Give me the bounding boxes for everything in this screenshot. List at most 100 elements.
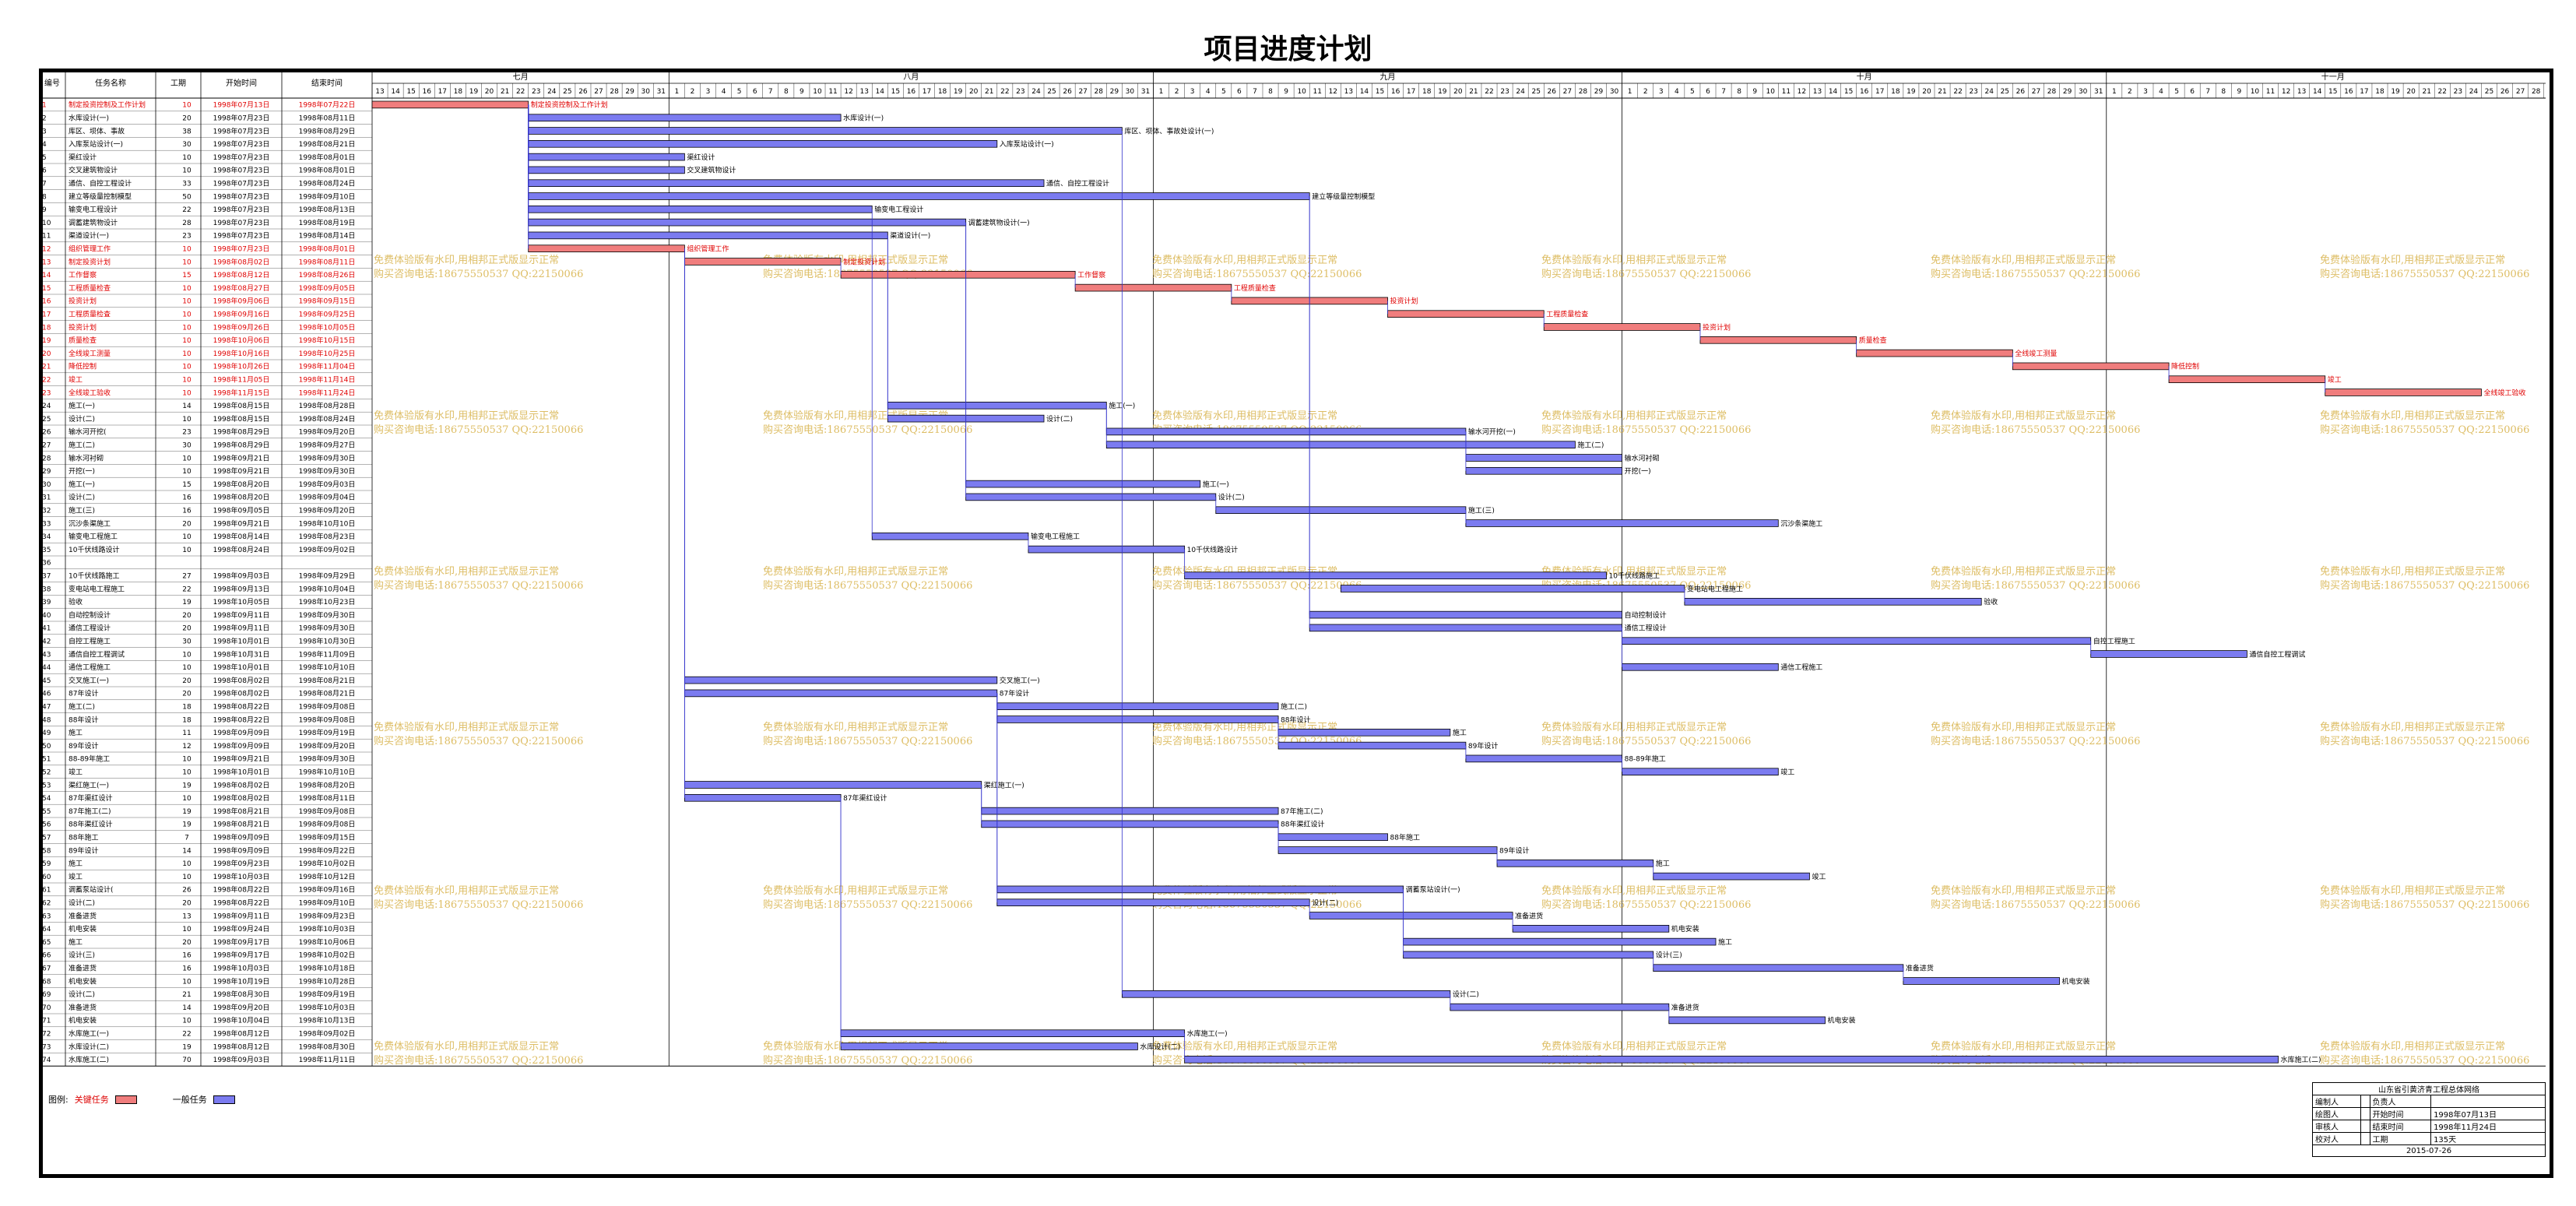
day-label: 7 (2205, 88, 2210, 96)
task-name: 工程质量检查 (69, 283, 111, 293)
task-start: 1998年09月23日 (213, 859, 270, 868)
task-name: 10千伏线路设计 (69, 545, 119, 554)
task-id: 18 (42, 324, 51, 332)
task-id: 43 (42, 651, 51, 659)
bar-label: 施工(三) (1468, 506, 1495, 515)
task-duration: 7 (185, 835, 189, 842)
day-label: 30 (641, 88, 650, 96)
task-finish: 1998年09月30日 (299, 453, 356, 462)
day-label: 8 (784, 88, 789, 96)
day-label: 12 (1798, 88, 1806, 96)
task-duration: 10 (182, 389, 192, 397)
title-block-cell: 开始时间 (2369, 1107, 2432, 1120)
day-label: 26 (2016, 88, 2026, 96)
bar-label: 通信自控工程调试 (2249, 649, 2305, 659)
bar-label: 89年设计 (1468, 741, 1498, 751)
task-name: 制定投资控制及工作计划 (69, 100, 146, 110)
task-id: 27 (42, 442, 51, 450)
task-name: 设计(二) (69, 414, 95, 424)
header-finish: 结束时间 (311, 78, 343, 88)
bar-label: 88-89年施工 (1625, 754, 1666, 764)
bar-label: 89年设计 (1499, 846, 1529, 855)
bar-label: 通信工程设计 (1625, 624, 1667, 633)
watermark-text: 购买咨询电话:18675550537 QQ:22150066 (1541, 735, 1751, 747)
day-label: 25 (1047, 88, 1056, 96)
task-id: 33 (42, 520, 51, 528)
watermark-text: 购买咨询电话:18675550537 QQ:22150066 (763, 579, 972, 592)
task-duration: 20 (182, 939, 192, 947)
task-start: 1998年09月21日 (213, 754, 270, 764)
task-start: 1998年10月01日 (213, 768, 270, 777)
day-label: 22 (1953, 88, 1962, 96)
bar-label: 机电安装 (1828, 1016, 1856, 1025)
task-duration: 13 (182, 912, 191, 920)
task-start: 1998年08月22日 (213, 898, 270, 908)
task-finish: 1998年10月02日 (299, 951, 356, 960)
task-id: 17 (42, 311, 51, 319)
bar-label: 机电安装 (1671, 924, 1699, 934)
task-bar (684, 676, 998, 684)
watermark-text: 购买咨询电话:18675550537 QQ:22150066 (374, 1054, 583, 1067)
watermark-text: 免费体验版有水印,用相邦正式版显示正常 (2320, 410, 2505, 422)
title-block-cell: 编制人 (2312, 1095, 2361, 1108)
critical-task-bar (1699, 336, 1857, 344)
day-label: 17 (1407, 88, 1415, 96)
task-bar (1903, 977, 2060, 985)
day-label: 25 (2001, 88, 2009, 96)
task-name: 验收 (69, 597, 83, 607)
legend-normal-swatch (213, 1095, 235, 1104)
legend-label: 图例: (48, 1095, 69, 1105)
task-start: 1998年07月23日 (213, 244, 270, 254)
task-name: 水库施工(一) (69, 1029, 109, 1039)
task-name: 输变电工程设计 (69, 205, 118, 214)
task-finish: 1998年09月19日 (299, 728, 356, 737)
day-label: 15 (406, 88, 415, 96)
bar-label: 投资计划 (1703, 322, 1731, 332)
day-label: 1 (674, 88, 679, 96)
month-label: 七月 (513, 72, 529, 82)
bar-label: 渠道设计(一) (890, 231, 930, 241)
task-duration: 50 (182, 193, 192, 201)
bar-label: 水库施工(二) (2281, 1055, 2321, 1064)
task-start: 1998年10月06日 (213, 336, 270, 345)
legend: 图例: 关键任务 一般任务 (48, 1093, 235, 1106)
day-label: 5 (1690, 88, 1695, 96)
task-start: 1998年07月23日 (213, 139, 270, 149)
task-duration: 10 (182, 416, 192, 424)
bar-label: 输水河开挖(一) (1468, 427, 1516, 437)
task-bar (1496, 860, 1654, 867)
task-finish: 1998年10月18日 (299, 964, 356, 973)
task-duration: 12 (182, 743, 191, 751)
task-finish: 1998年10月10日 (299, 663, 356, 672)
task-duration: 20 (182, 520, 192, 528)
day-label: 17 (438, 88, 447, 96)
task-id: 40 (42, 612, 51, 620)
task-id: 20 (42, 350, 51, 358)
task-start: 1998年09月11日 (213, 610, 270, 620)
day-label: 26 (1548, 88, 1557, 96)
day-label: 10 (2251, 88, 2260, 96)
bar-label: 水库施工(一) (1187, 1029, 1228, 1039)
task-id: 36 (42, 560, 51, 568)
watermark-text: 购买咨询电话:18675550537 QQ:22150066 (763, 1054, 972, 1067)
task-duration: 10 (182, 874, 192, 881)
task-finish: 1998年10月15日 (299, 336, 356, 345)
task-id: 58 (42, 847, 51, 855)
day-label: 2 (2128, 88, 2132, 96)
task-id: 39 (42, 599, 51, 607)
task-name: 水库设计(一) (69, 114, 109, 123)
day-label: 30 (2079, 88, 2088, 96)
task-duration: 10 (182, 311, 192, 319)
watermark-text: 购买咨询电话:18675550537 QQ:22150066 (1541, 424, 1751, 436)
task-id: 71 (42, 1018, 51, 1025)
task-id: 67 (42, 965, 51, 973)
day-label: 25 (2485, 88, 2493, 96)
bar-label: 库区、坝体、事故处设计(一) (1124, 126, 1214, 135)
task-duration: 16 (182, 508, 192, 515)
task-start: 1998年09月20日 (213, 1003, 270, 1012)
watermark-text: 购买咨询电话:18675550537 QQ:22150066 (1931, 268, 2140, 280)
task-id: 21 (42, 364, 51, 371)
task-bar (684, 794, 842, 802)
task-finish: 1998年10月13日 (299, 1016, 356, 1025)
task-name: 10千伏线路施工 (69, 571, 119, 581)
